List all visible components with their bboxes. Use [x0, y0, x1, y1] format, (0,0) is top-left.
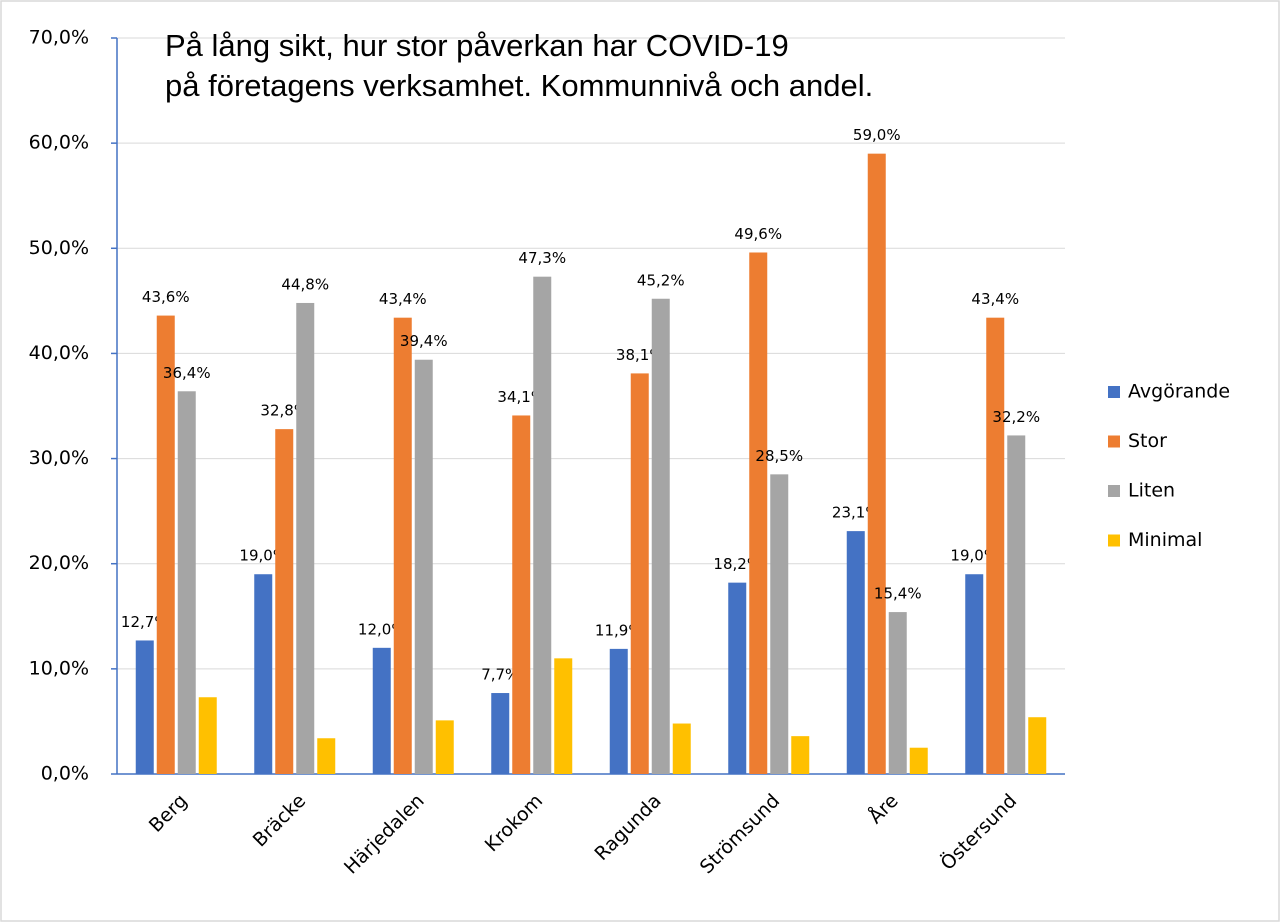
- data-label: 49,6%: [734, 225, 782, 243]
- bar: [414, 359, 433, 774]
- bar: [1007, 435, 1026, 774]
- data-label: 32,8%: [260, 402, 308, 420]
- data-label: 59,0%: [853, 126, 901, 144]
- data-label: 36,4%: [163, 364, 211, 382]
- chart-title: På lång sikt, hur stor påverkan har COVI…: [165, 28, 789, 63]
- data-label: 43,4%: [379, 290, 427, 308]
- data-label: 45,2%: [637, 271, 685, 289]
- y-tick-label: 0,0%: [41, 763, 89, 785]
- legend-label: Stor: [1128, 430, 1167, 452]
- bar: [491, 693, 510, 774]
- legend-swatch: [1108, 534, 1120, 547]
- y-tick-label: 40,0%: [29, 342, 89, 364]
- bar: [867, 153, 886, 774]
- bar: [728, 582, 747, 774]
- bar: [177, 391, 196, 774]
- bar: [317, 738, 336, 774]
- data-label: 38,1%: [616, 346, 664, 364]
- chart-title: på företagens verksamhet. Kommunnivå och…: [165, 68, 873, 103]
- y-tick-label: 60,0%: [29, 132, 89, 154]
- bar: [986, 317, 1005, 774]
- data-label: 28,5%: [755, 447, 803, 465]
- data-label: 15,4%: [874, 585, 922, 603]
- bar: [393, 317, 412, 774]
- legend-swatch: [1108, 386, 1120, 398]
- data-label: 18,2%: [713, 555, 761, 573]
- data-label: 7,7%: [481, 666, 519, 684]
- bar: [846, 531, 865, 774]
- bar: [1028, 717, 1047, 774]
- bar: [609, 648, 628, 774]
- bar: [296, 302, 315, 774]
- data-label: 32,2%: [992, 408, 1040, 426]
- bar: [533, 276, 552, 774]
- bar: [372, 647, 391, 774]
- data-label: 44,8%: [281, 275, 329, 293]
- data-label: 43,6%: [142, 288, 190, 306]
- legend-swatch: [1108, 485, 1120, 497]
- bar: [791, 736, 810, 774]
- legend-label: Minimal: [1128, 529, 1202, 551]
- y-tick-label: 50,0%: [29, 237, 89, 259]
- bar: [135, 640, 154, 774]
- data-label: 19,0%: [950, 547, 998, 565]
- y-tick-label: 10,0%: [29, 657, 89, 679]
- data-label: 19,0%: [239, 547, 287, 565]
- y-tick-label: 70,0%: [29, 27, 89, 49]
- legend-label: Avgörande: [1128, 381, 1230, 403]
- data-label: 47,3%: [518, 249, 566, 267]
- bar: [554, 658, 573, 774]
- data-label: 11,9%: [595, 621, 643, 639]
- bar: [512, 415, 531, 774]
- data-label: 34,1%: [497, 388, 545, 406]
- bar: [909, 747, 928, 774]
- bar: [630, 373, 649, 774]
- data-label: 39,4%: [400, 332, 448, 350]
- bar: [435, 720, 454, 774]
- legend-swatch: [1108, 435, 1120, 448]
- bar: [770, 474, 789, 774]
- legend-label: Liten: [1128, 480, 1175, 502]
- data-label: 12,0%: [358, 620, 406, 638]
- bar: [254, 574, 273, 774]
- bar: [156, 315, 175, 774]
- bar: [965, 574, 984, 774]
- data-label: 43,4%: [971, 290, 1019, 308]
- bar: [275, 429, 294, 774]
- y-tick-label: 20,0%: [29, 552, 89, 574]
- bar: [651, 298, 670, 774]
- data-label: 12,7%: [121, 613, 169, 631]
- bar: [749, 252, 768, 774]
- bar: [198, 697, 217, 774]
- bar: [672, 723, 691, 774]
- data-label: 23,1%: [832, 504, 880, 522]
- y-tick-label: 30,0%: [29, 447, 89, 469]
- bar: [888, 612, 907, 774]
